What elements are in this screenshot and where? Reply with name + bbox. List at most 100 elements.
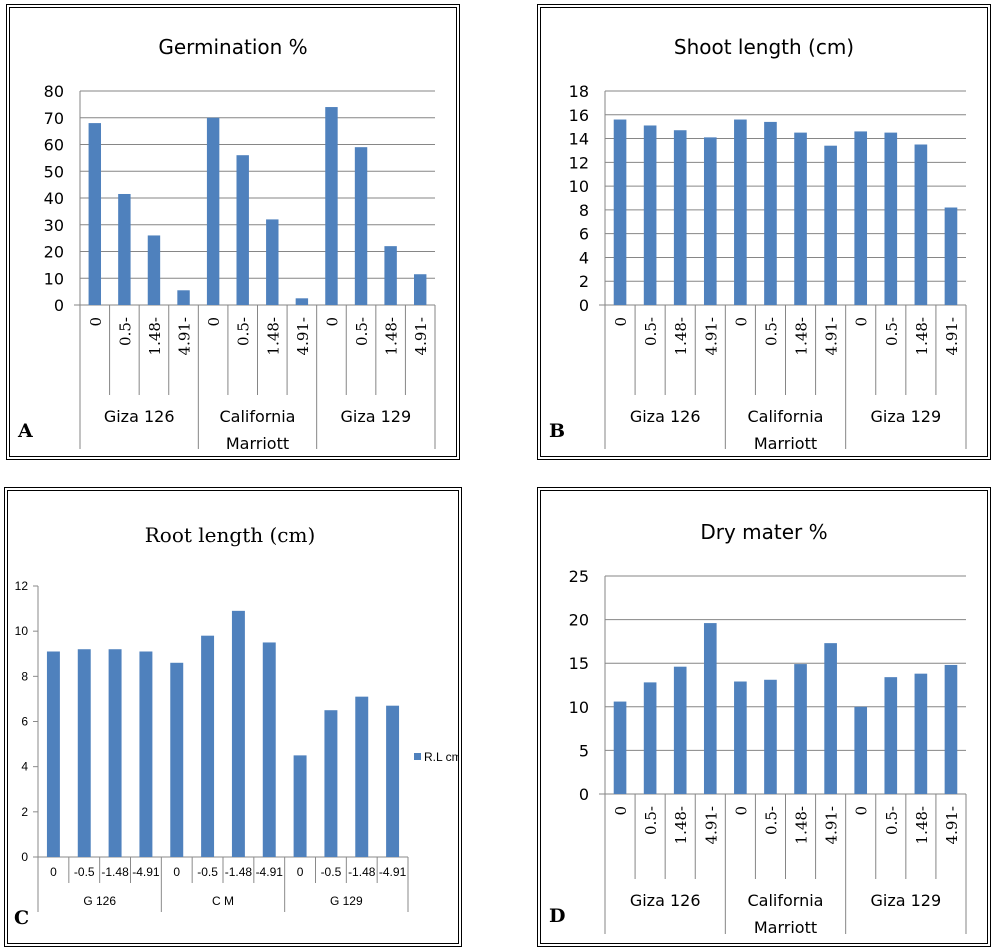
x-tick-label: 4.91- (823, 806, 841, 844)
x-tick-label: 4.91- (294, 317, 312, 355)
group-label: G 129 (330, 894, 363, 908)
bar (734, 681, 747, 794)
y-tick-label: 0 (579, 785, 589, 804)
y-tick-label: 4 (579, 248, 589, 267)
bar (293, 755, 307, 857)
y-tick-label: 50 (44, 162, 64, 181)
y-tick-label: 80 (44, 82, 64, 101)
y-tick-label: 12 (569, 153, 589, 172)
y-tick-label: 14 (569, 130, 589, 149)
bar (824, 643, 837, 794)
y-tick-label: 30 (44, 216, 64, 235)
y-tick-label: 2 (579, 272, 589, 291)
x-tick-label: 0 (205, 317, 223, 327)
bar (295, 298, 309, 305)
group-label: California (748, 407, 824, 426)
bar (824, 145, 837, 305)
x-tick-label: 0 (732, 806, 750, 816)
x-tick-label: 0.5- (642, 317, 660, 346)
x-tick-label: 4.91- (943, 806, 961, 844)
x-tick-label: 1.48- (793, 317, 811, 355)
x-tick-label: 0.5- (762, 317, 780, 346)
group-label: Marriott (754, 434, 817, 453)
y-tick-label: 18 (569, 82, 589, 101)
x-tick-label: 1.48- (672, 317, 690, 355)
chart-shoot-length: Shoot length (cm) 0 2 4 6 8 10 12 14 16 18 0 0.5- 1.4… (569, 35, 967, 453)
x-tick-label: 0.5- (883, 317, 901, 346)
x-tick-label: -4.91 (132, 865, 160, 879)
group-label: Giza 129 (870, 891, 941, 910)
x-tick-label: 1.48- (672, 806, 690, 844)
bar (734, 119, 747, 306)
bar (764, 679, 777, 794)
y-tick-label: 25 (569, 567, 589, 586)
x-tick-label: 0 (732, 317, 750, 327)
y-tick-label: 4 (21, 760, 28, 774)
x-tick-label: 1.48- (793, 806, 811, 844)
group-label: California (220, 407, 296, 426)
bar (643, 682, 657, 794)
y-tick-label: 0 (54, 296, 64, 315)
x-tick-label: -4.91 (379, 865, 407, 879)
bar (884, 132, 898, 305)
x-tick-label: 1.48- (383, 317, 401, 355)
chart-panel-germination: Germination % 0 10 20 30 40 50 60 70 80 0 0.5- 1.48-… (6, 4, 460, 460)
x-tick-label: 4.91- (702, 317, 720, 355)
y-tick-label: 40 (44, 189, 64, 208)
chart-title: Dry mater % (700, 520, 827, 544)
x-tick-label: 0 (853, 317, 871, 327)
group-label: Marriott (754, 918, 817, 937)
x-tick-label: 0.5- (762, 806, 780, 835)
group-label: California (748, 891, 824, 910)
x-tick-label: -1.48 (225, 865, 253, 879)
y-tick-label: 8 (21, 669, 28, 683)
x-tick-label: 1.48- (264, 317, 282, 355)
bar (794, 664, 807, 794)
y-tick-label: 0 (21, 850, 28, 864)
bar (46, 651, 60, 857)
bar (643, 125, 657, 305)
x-tick-label: 4.91- (176, 317, 194, 355)
chart-title: Shoot length (cm) (674, 35, 854, 59)
bar (118, 193, 131, 305)
x-tick-label: 0 (173, 865, 180, 879)
y-tick-label: 10 (15, 624, 29, 638)
y-tick-label: 8 (579, 201, 589, 220)
chart-dry-matter: Dry mater % 0 5 10 15 20 25 0 0.5- 1.48- 4.91- 0 0.5… (569, 520, 967, 937)
bar (236, 155, 249, 305)
group-label: Marriott (226, 434, 289, 453)
bar (944, 664, 958, 794)
x-tick-label: 1.48- (913, 317, 931, 355)
group-label: Giza 129 (870, 407, 941, 426)
x-tick-label: 0.5- (353, 317, 371, 346)
x-tick-label: 0.5- (642, 806, 660, 835)
y-tick-label: 6 (579, 225, 589, 244)
x-tick-label: 0.5- (116, 317, 134, 346)
bar (673, 666, 687, 794)
group-label: Giza 126 (630, 891, 701, 910)
bar (354, 147, 368, 305)
bar (147, 235, 161, 305)
panel-label-d: D (549, 905, 566, 927)
bar (177, 290, 190, 305)
group-label: Giza 126 (630, 407, 701, 426)
bar (944, 207, 958, 305)
x-tick-label: -0.5 (197, 865, 218, 879)
bar (206, 117, 220, 305)
bar (77, 649, 91, 857)
bar (413, 274, 427, 305)
y-tick-label: 6 (21, 715, 28, 729)
x-tick-label: 0 (50, 865, 57, 879)
chart-panel-root-length: Root length (cm) 0 2 4 6 8 10 12 0 -0.5 -1.48 -4.91… (4, 487, 462, 947)
bar (613, 701, 627, 794)
bar (262, 642, 276, 857)
y-tick-label: 10 (569, 177, 589, 196)
chart-title: Germination % (158, 35, 307, 59)
chart-title: Root length (cm) (145, 523, 316, 547)
bar (355, 696, 369, 857)
x-tick-label: 0.5- (235, 317, 253, 346)
chart-panel-shoot-length: Shoot length (cm) 0 2 4 6 8 10 12 14 16 18 0 0.5- 1.4… (537, 4, 991, 460)
y-tick-label: 5 (579, 741, 589, 760)
x-tick-label: -0.5 (74, 865, 95, 879)
x-tick-label: -1.48 (101, 865, 129, 879)
